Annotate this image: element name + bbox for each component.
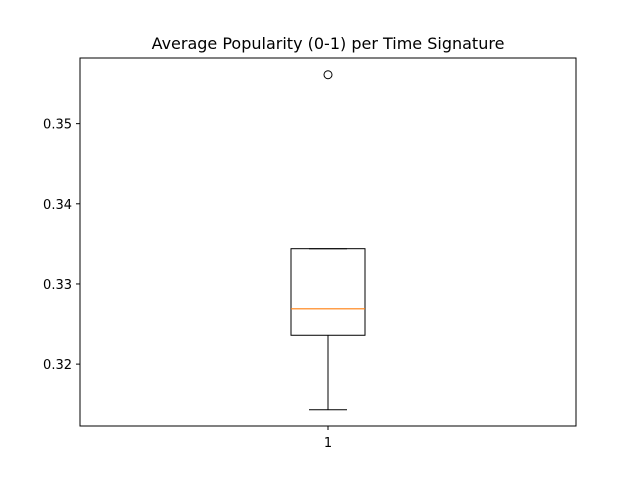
flier-point — [323, 70, 333, 80]
y-tick-label: 0.32 — [43, 358, 72, 373]
plot-frame — [79, 57, 577, 427]
y-tick-label: 0.33 — [43, 278, 72, 293]
x-axis: 1 — [324, 426, 332, 451]
y-axis: 0.32 0.33 0.34 0.35 — [43, 118, 80, 373]
x-tick-label: 1 — [324, 436, 332, 451]
chart-title: Average Popularity (0-1) per Time Signat… — [152, 34, 505, 53]
y-tick-label: 0.35 — [43, 118, 72, 133]
box-iqr — [290, 248, 366, 336]
y-tick-label: 0.34 — [43, 198, 72, 213]
box-group — [290, 70, 366, 411]
